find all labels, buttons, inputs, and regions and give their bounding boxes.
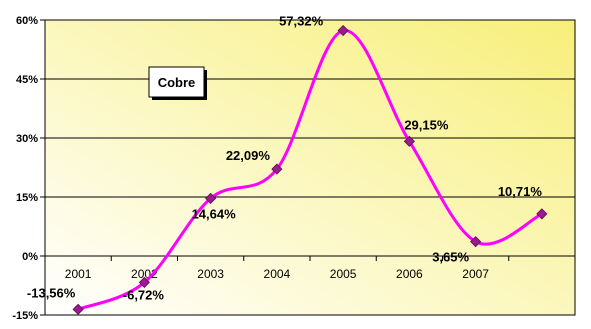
data-label: 22,09% (226, 148, 271, 163)
plot-border (44, 19, 576, 316)
y-tick-label: 60% (16, 15, 38, 27)
x-tick-label: 2005 (330, 267, 357, 281)
plot-area (45, 20, 575, 315)
data-label: 57,32% (279, 14, 324, 29)
data-label: 3,65% (432, 250, 469, 265)
y-tick-label: 45% (16, 74, 38, 86)
x-tick-label: 2001 (65, 267, 92, 281)
data-point-marker (536, 208, 548, 220)
x-tick-label: 2006 (396, 267, 423, 281)
data-label: 10,71% (498, 184, 543, 199)
data-point-marker (403, 135, 415, 147)
y-tick-label: 30% (16, 133, 38, 145)
x-tick-label: 2003 (197, 267, 224, 281)
x-tick-label: 2007 (462, 267, 489, 281)
data-point-marker (138, 276, 150, 288)
legend: Cobre (148, 66, 207, 100)
y-tick-label: -15% (12, 310, 38, 322)
data-point-marker (205, 192, 217, 204)
data-label: 14,64% (192, 206, 237, 221)
data-label: 29,15% (404, 117, 449, 132)
legend-label: Cobre (158, 75, 196, 90)
data-markers (72, 24, 548, 315)
legend-box (148, 66, 205, 98)
data-point-marker (337, 24, 349, 37)
data-point-marker (72, 303, 84, 315)
data-point-marker (470, 236, 482, 248)
y-axis: -15% 0% 15% 30% 45% 60% (12, 15, 45, 322)
y-tick-label: 15% (16, 192, 38, 204)
x-tick-label: 2004 (264, 267, 291, 281)
data-label: -6,72% (123, 287, 165, 302)
data-point-marker (271, 163, 283, 175)
data-labels: -13,56% -6,72% 14,64% 22,09% 57,32% 29,15% 3,6… (27, 14, 542, 303)
data-label: -13,56% (27, 285, 76, 300)
series-line-cobre (77, 29, 543, 311)
y-tick-label: 0% (22, 251, 38, 263)
